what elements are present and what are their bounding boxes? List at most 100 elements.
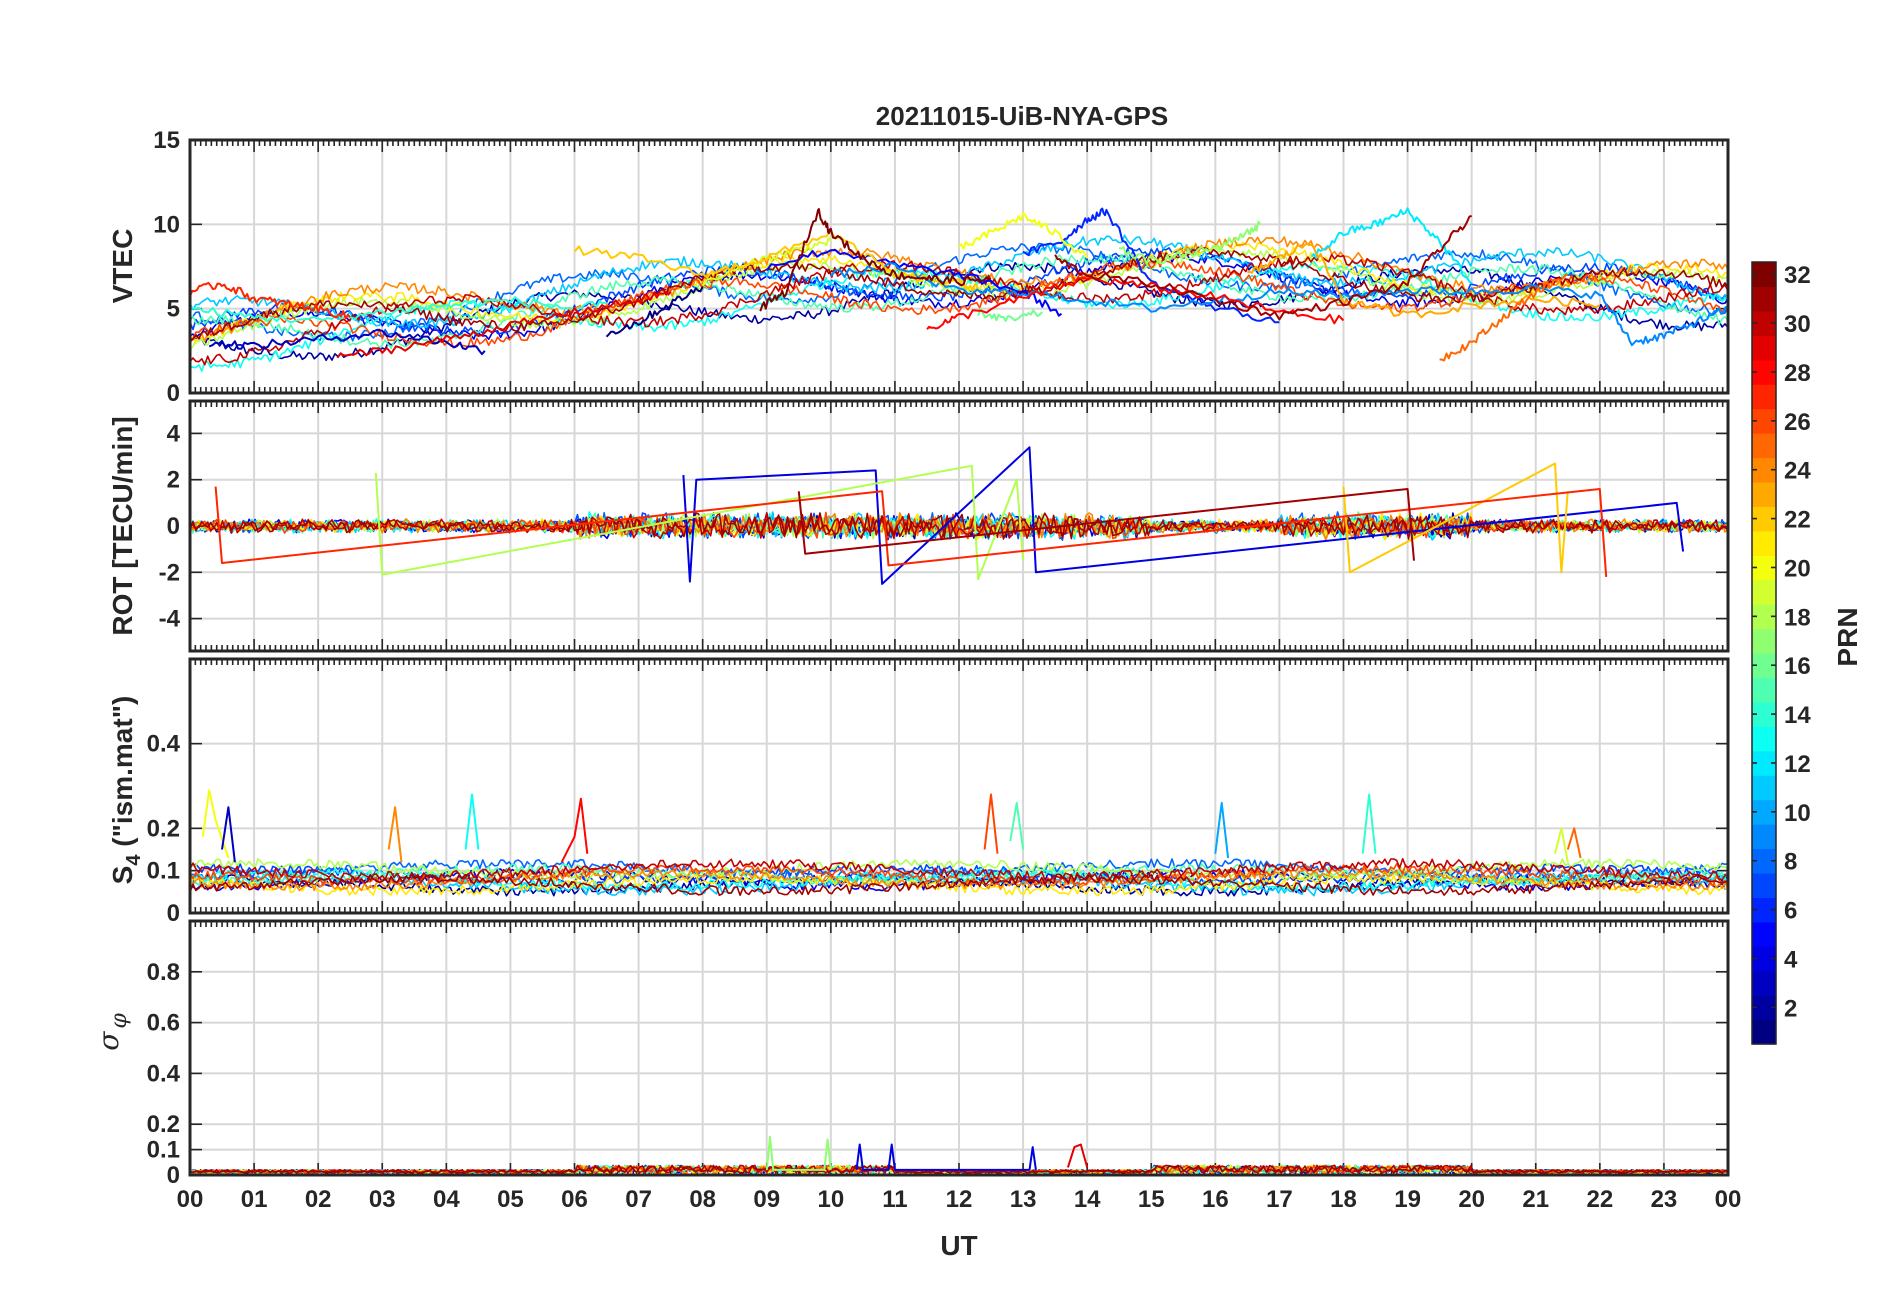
x-tick-label: 05: [497, 1186, 524, 1213]
colorbar-segment-prn-3: [1752, 970, 1776, 996]
colorbar-tick-label: 16: [1784, 653, 1811, 680]
s4-ytick-label: 0.1: [147, 858, 180, 885]
s4-series-prn-3: [221, 806, 236, 863]
rot-axis-label: ROT [TECU/min]: [107, 416, 138, 635]
s4-series-prn-14: [1361, 793, 1377, 854]
vtec-frame: [188, 138, 1730, 395]
colorbar-segment-prn-27: [1752, 384, 1776, 410]
rot-series-prn-22: [1342, 462, 1569, 574]
colorbar-tick-label: 14: [1784, 702, 1811, 729]
colorbar-segment-prn-25: [1752, 433, 1776, 459]
colorbar-segment-prn-7: [1752, 872, 1776, 898]
sigma-phi-axis-label: σφ: [92, 1013, 132, 1051]
colorbar-segment-prn-1: [1752, 1019, 1776, 1045]
vtec-ytick-label: 10: [153, 211, 180, 238]
sigma-phi-ytick-label: 0.4: [147, 1060, 181, 1087]
rot-ytick-label: -4: [159, 606, 181, 633]
x-tick-label: 23: [1651, 1186, 1678, 1213]
vtec-series-prn-9: [830, 262, 1728, 347]
vtec-series-prn-28: [926, 277, 1345, 330]
phi-subscript: φ: [107, 1013, 132, 1029]
vtec-series-prn-1: [605, 286, 704, 338]
rot-traces: [190, 446, 1728, 585]
colorbar-segment-prn-15: [1752, 677, 1776, 703]
colorbar-tick-label: 2: [1784, 995, 1797, 1022]
vtec-traces: [190, 207, 1728, 372]
s4-axis-label: S4 ("ism.mat"): [107, 696, 145, 885]
vtec-axis-label: VTEC: [107, 229, 138, 304]
vtec-series-prn-19: [701, 236, 832, 287]
vtec-series-prn-29: [336, 290, 672, 359]
sigma-phi-series-prn-4: [855, 1143, 1037, 1171]
x-tick-label: 10: [817, 1186, 844, 1213]
s4-traces: [190, 789, 1728, 897]
vtec-noise-trace-prn-24: [190, 236, 1728, 343]
vtec-series-prn-14: [190, 296, 607, 324]
x-tick-label: 07: [625, 1186, 652, 1213]
x-tick-label: 14: [1074, 1186, 1101, 1213]
s4-series-prn-15: [1009, 801, 1025, 850]
s4-panel: 0 0.1 0.2 0.4: [147, 657, 1730, 927]
rot-ytick-label: 4: [167, 420, 181, 447]
x-tick-label: 12: [946, 1186, 973, 1213]
colorbar-segment-prn-31: [1752, 286, 1776, 312]
sigma-phi-series-prn-29: [1066, 1143, 1089, 1168]
sigma-phi-series-prn-17: [765, 1135, 832, 1171]
sigma-phi-ytick-label: 0.1: [147, 1137, 180, 1164]
rot-series-prn-18: [374, 464, 1025, 581]
rot-panel: -4 -2 0 2 4: [159, 399, 1730, 653]
colorbar-tick-label: 12: [1784, 751, 1811, 778]
s4-series-prn-25: [1566, 827, 1582, 859]
s4-series-prn-24: [387, 806, 403, 863]
rot-ytick-label: 0: [167, 513, 180, 540]
rot-ytick-label: 2: [167, 467, 180, 494]
vtec-ytick-label: 5: [167, 296, 180, 323]
colorbar-tick-label: 20: [1784, 555, 1811, 582]
vtec-noise-trace-prn-31: [190, 246, 1728, 343]
vtec-series-prn-31: [1054, 214, 1472, 321]
rot-series-prn-4: [682, 446, 1685, 585]
x-tick-label: 17: [1266, 1186, 1293, 1213]
rot-series-prn-27: [214, 486, 1608, 577]
vtec-series-prn-20: [958, 212, 1089, 259]
vtec-series-prn-3: [208, 328, 486, 356]
sigma-phi-ytick-label: 0.2: [147, 1111, 180, 1138]
chart-title: 20211015-UiB-NYA-GPS: [876, 101, 1168, 131]
x-axis-label: UT: [940, 1230, 977, 1261]
sigma-symbol: σ: [92, 1031, 125, 1051]
x-tick-label: 15: [1138, 1186, 1165, 1213]
vtec-series-prn-6: [1022, 207, 1280, 324]
colorbar-segment-prn-19: [1752, 579, 1776, 605]
s4-series-prn-13: [464, 793, 480, 850]
colorbar-segment-prn-11: [1752, 775, 1776, 801]
colorbar-frame: [1751, 261, 1777, 1045]
x-tick-label: 18: [1330, 1186, 1357, 1213]
x-tick-label: 01: [241, 1186, 268, 1213]
x-tick-label: 02: [305, 1186, 332, 1213]
s4-noise-trace-prn-18: [190, 857, 1728, 882]
colorbar-tick-label: 22: [1784, 507, 1811, 534]
s4-subscript: 4: [123, 854, 145, 866]
colorbar-segment-prn-21: [1752, 530, 1776, 556]
rot-frame: [188, 399, 1730, 653]
x-tick-label: 03: [369, 1186, 396, 1213]
s4-frame: [188, 657, 1730, 915]
colorbar-tick-label: 8: [1784, 849, 1797, 876]
vtec-noise-trace-prn-11: [190, 234, 1728, 329]
s4-label-rest: ("ism.mat"): [107, 696, 138, 855]
x-tick-label: 13: [1010, 1186, 1037, 1213]
x-tick-label: 11: [882, 1186, 907, 1213]
vtec-series-prn-17: [1118, 220, 1262, 265]
sigma-phi-ytick-label: 0.6: [147, 1010, 180, 1037]
x-tick-label: 00: [177, 1186, 204, 1213]
colorbar-tick-label: 10: [1784, 800, 1811, 827]
vtec-ytick-label: 0: [167, 380, 180, 407]
colorbar-segment-prn-17: [1752, 628, 1776, 654]
rot-series-prn-31: [797, 488, 1415, 561]
colorbar-segment-prn-5: [1752, 921, 1776, 947]
colorbar-segment-prn-9: [1752, 824, 1776, 850]
panels: 051015-4-202400.10.20.400.10.20.40.60.80…: [147, 127, 1742, 1213]
x-tick-label: 04: [433, 1186, 460, 1213]
